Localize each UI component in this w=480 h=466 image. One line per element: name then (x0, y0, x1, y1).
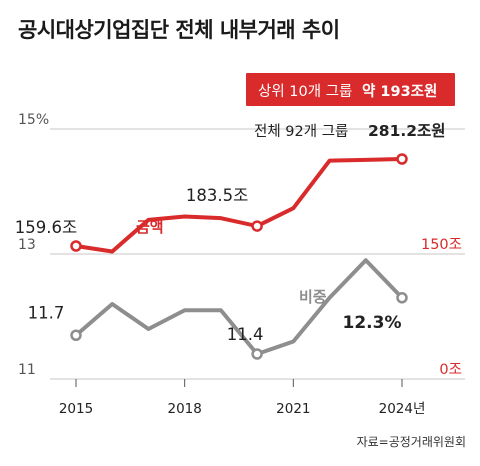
right-axis: 150조 0조 (421, 237, 462, 378)
data-label: 11.7 (28, 303, 65, 322)
series-names: 금액 비중 (136, 218, 327, 306)
data-label: 12.3% (343, 313, 402, 333)
x-tick-label: 2024년 (379, 401, 426, 417)
data-labels: 159.6조 183.5조 11.7 11.4 12.3% (15, 186, 402, 344)
left-tick-label: 11 (18, 362, 36, 378)
data-label: 183.5조 (186, 186, 248, 205)
left-tick-label: 15% (18, 112, 49, 128)
series-points (70, 153, 408, 360)
series-point (251, 220, 263, 232)
left-tick-label: 13 (18, 237, 36, 253)
x-tick-label: 2018 (167, 401, 201, 417)
series-point (251, 348, 263, 360)
x-axis: 2015 2018 2021 2024년 (59, 379, 426, 417)
series-point (70, 329, 82, 341)
right-tick-label: 150조 (421, 237, 462, 253)
series-name-ratio: 비중 (299, 288, 327, 306)
top10-badge-label: 상위 10개 그룹 (258, 83, 352, 100)
all92-label: 전체 92개 그룹 (254, 123, 348, 140)
top10-badge-value: 약 193조원 (362, 82, 437, 100)
series-name-amount: 금액 (136, 218, 164, 236)
left-axis: 15% 13 11 (18, 112, 49, 378)
source-note: 자료=공정거래위원회 (356, 435, 466, 449)
top10-badge-background (246, 73, 455, 106)
series-line (74, 258, 404, 356)
grid-lines (50, 128, 465, 380)
all92-value: 281.2조원 (368, 122, 446, 140)
series-point (396, 153, 408, 165)
series-lines (74, 157, 404, 356)
chart-title: 공시대상기업집단 전체 내부거래 추이 (18, 18, 340, 42)
x-tick-label: 2021 (276, 401, 310, 417)
series-point (70, 240, 82, 252)
data-label: 159.6조 (15, 218, 77, 237)
series-point (396, 292, 408, 304)
data-label: 11.4 (227, 325, 264, 344)
annotations: 상위 10개 그룹 약 193조원 전체 92개 그룹 281.2조원 (246, 73, 455, 140)
series-line (74, 157, 404, 254)
right-tick-label: 0조 (439, 362, 462, 378)
x-tick-label: 2015 (59, 401, 93, 417)
